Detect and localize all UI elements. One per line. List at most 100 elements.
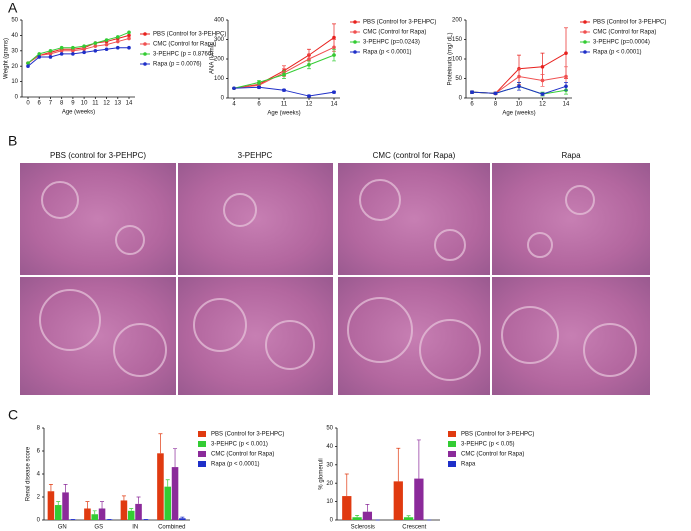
data-point <box>257 85 261 90</box>
legend-label: CMC (Control for Rapa) <box>363 30 426 36</box>
data-point <box>93 41 98 45</box>
error-bar <box>56 501 61 506</box>
bar <box>62 492 69 520</box>
bar <box>47 491 55 520</box>
x-tick-label: 14 <box>331 102 338 108</box>
data-point <box>307 63 311 67</box>
x-tick-label: 4 <box>232 102 236 108</box>
x-axis-label: Age (weeks) <box>62 110 95 116</box>
y-tick-label: 10 <box>11 79 18 85</box>
data-point <box>26 61 30 65</box>
column-label: 3-PEHPC <box>238 151 273 160</box>
data-point <box>540 78 545 83</box>
legend-label: Rapa (p = 0.0076) <box>153 62 202 68</box>
bar <box>84 508 91 520</box>
y-tick-label: 200 <box>214 57 225 63</box>
legend-marker <box>583 40 587 44</box>
micrograph <box>338 277 490 395</box>
legend-marker <box>583 50 587 54</box>
y-tick-label: 30 <box>11 48 18 54</box>
x-tick-label: 14 <box>563 102 570 108</box>
glomeruli <box>39 179 637 381</box>
legend-label: PBS (Control for 3-PEHPC) <box>153 32 226 38</box>
error-bar <box>100 501 105 509</box>
x-tick-label: IN <box>132 525 138 531</box>
legend-marker <box>353 20 357 24</box>
bar <box>54 505 62 520</box>
error-bar <box>158 433 163 454</box>
data-point <box>93 44 98 48</box>
legend-marker <box>583 20 587 24</box>
error-bar <box>165 479 170 487</box>
series-line <box>233 37 335 89</box>
y-tick-label: 20 <box>11 64 18 70</box>
legend-marker <box>353 40 357 44</box>
bar <box>342 496 352 520</box>
legend-marker <box>143 32 147 36</box>
data-point <box>59 49 64 53</box>
data-point <box>564 74 568 79</box>
x-axis-label: Age (weeks) <box>267 111 300 117</box>
legend-marker <box>353 50 357 54</box>
x-tick-label: 12 <box>103 101 110 107</box>
legend-label: PBS (Control for 3-PEHPC) <box>461 432 534 438</box>
bar <box>393 481 403 520</box>
data-point <box>232 86 236 91</box>
legend-marker <box>143 62 147 66</box>
data-point <box>282 72 286 77</box>
data-point <box>257 80 261 85</box>
x-tick-label: 10 <box>81 101 88 107</box>
micrograph <box>20 277 176 395</box>
data-point <box>37 52 42 56</box>
data-point <box>282 88 286 92</box>
legend-marker <box>143 52 147 56</box>
x-tick-label: 10 <box>516 102 523 108</box>
legend-label: CMC (Control for Rapa) <box>211 452 274 458</box>
data-point <box>115 35 120 39</box>
bar <box>135 503 142 520</box>
legend-swatch <box>198 431 206 437</box>
error-bar <box>129 508 134 511</box>
data-point <box>82 44 86 48</box>
micrograph <box>20 163 176 275</box>
y-tick-label: 150 <box>452 37 463 43</box>
data-point <box>93 49 98 53</box>
micrograph <box>492 163 650 275</box>
legend-label: CMC (Control for Rapa) <box>461 452 524 458</box>
y-tick-label: 6 <box>37 449 41 455</box>
panel-label: B <box>8 133 17 149</box>
error-bar <box>92 510 97 515</box>
y-tick-label: 0 <box>221 96 225 102</box>
y-tick-label: 30 <box>326 462 333 468</box>
y-tick-label: 100 <box>452 57 463 63</box>
data-point <box>104 38 109 42</box>
legend-swatch <box>198 441 206 447</box>
data-point <box>332 53 336 57</box>
error-bar <box>63 484 68 493</box>
y-tick-label: 100 <box>214 76 225 82</box>
y-tick-label: 50 <box>326 426 333 432</box>
data-point <box>540 92 545 96</box>
y-tick-label: 20 <box>326 481 333 487</box>
micrograph <box>492 277 650 395</box>
data-point <box>307 94 311 98</box>
x-tick-label: 13 <box>114 101 121 107</box>
error-bar <box>180 516 185 519</box>
data-point <box>48 49 53 53</box>
bar <box>98 508 106 520</box>
data-point <box>59 45 64 50</box>
x-tick-label: Combined <box>158 525 185 531</box>
bar <box>164 486 172 520</box>
error-bar <box>344 473 349 497</box>
series-line <box>27 37 130 64</box>
error-bar <box>355 515 360 518</box>
legend-swatch <box>448 451 456 457</box>
data-point <box>104 47 109 52</box>
legend-swatch <box>448 431 456 437</box>
y-axis-label: Weight (grams) <box>4 38 10 79</box>
data-point <box>71 49 75 53</box>
y-tick-label: 40 <box>326 444 333 450</box>
x-tick-label: 0 <box>26 101 30 107</box>
data-point <box>59 52 64 56</box>
data-point <box>307 57 311 61</box>
